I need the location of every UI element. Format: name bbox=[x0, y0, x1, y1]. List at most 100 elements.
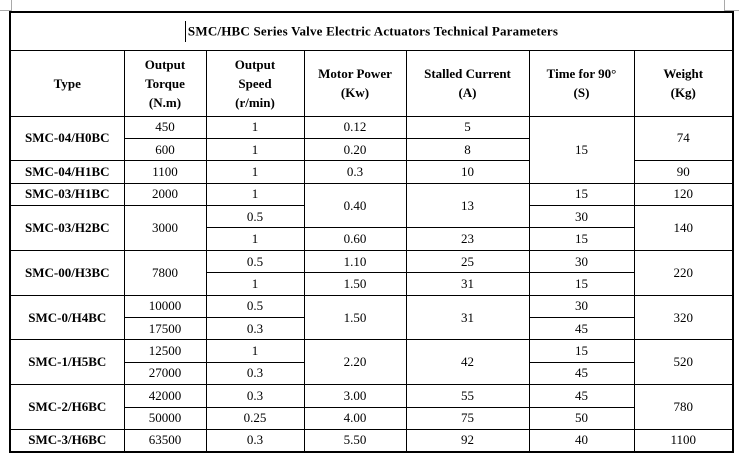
header-stalled-current: Stalled Current (A) bbox=[405, 49, 530, 117]
cell-weight: 120 bbox=[633, 182, 734, 207]
header-line: Torque bbox=[145, 75, 185, 91]
cell-output-torque: 450 bbox=[123, 115, 207, 139]
cell-time-for-90: 30 bbox=[528, 249, 635, 274]
cell-output-speed: 1 bbox=[205, 137, 305, 162]
text-boundary-corner-top-left bbox=[0, 0, 12, 11]
cell-stalled-current: 31 bbox=[405, 294, 530, 341]
header-line: (Kg) bbox=[670, 85, 696, 100]
table-row: 1 1.50 31 15 bbox=[10, 272, 733, 296]
cell-stalled-current: 55 bbox=[405, 384, 530, 408]
cell-type: SMC-3/H6BC bbox=[9, 428, 125, 453]
cell-motor-power: 0.20 bbox=[303, 137, 407, 162]
header-line: Type bbox=[53, 75, 81, 91]
table-row: SMC-1/H5BC 12500 1 2.20 42 15 520 bbox=[9, 339, 734, 386]
cell-output-torque: 3000 bbox=[123, 205, 207, 251]
cell-output-torque: 63500 bbox=[123, 428, 207, 453]
cell-output-speed: 0.25 bbox=[205, 406, 305, 430]
cell-time-for-90: 15 bbox=[528, 227, 635, 251]
cell-output-torque: 1100 bbox=[123, 160, 207, 184]
cell-type: SMC-04/H0BC bbox=[9, 115, 125, 162]
cell-output-torque: 10000 bbox=[123, 294, 207, 319]
cell-type: SMC-1/H5BC bbox=[9, 339, 125, 386]
text-boundary-corner-top-right bbox=[724, 0, 739, 11]
cell-output-speed: 0.3 bbox=[205, 317, 305, 341]
cell-type: SMC-03/H2BC bbox=[9, 205, 125, 251]
table-row: 27000 0.3 45 bbox=[10, 361, 733, 386]
cell-output-torque: 17500 bbox=[123, 317, 207, 341]
cell-output-speed: 0.5 bbox=[205, 294, 305, 319]
header-line: Weight bbox=[663, 66, 704, 81]
cell-motor-power: 0.40 bbox=[303, 182, 407, 229]
cell-stalled-current: 92 bbox=[405, 428, 530, 453]
cell-weight: 140 bbox=[633, 205, 734, 251]
cell-stalled-current: 31 bbox=[405, 272, 530, 296]
cell-time-for-90: 15 bbox=[528, 272, 635, 296]
cell-motor-power: 0.60 bbox=[303, 227, 407, 251]
cell-weight: 780 bbox=[633, 384, 734, 430]
cell-stalled-current: 23 bbox=[405, 227, 530, 251]
cell-stalled-current: 8 bbox=[405, 137, 530, 162]
cell-stalled-current: 42 bbox=[405, 339, 530, 386]
cell-stalled-current: 25 bbox=[405, 249, 530, 274]
header-output-speed: Output Speed (r/min) bbox=[205, 49, 305, 117]
cell-stalled-current: 13 bbox=[405, 182, 530, 229]
cell-time-for-90: 30 bbox=[528, 205, 635, 229]
header-line: Time for 90° bbox=[546, 66, 617, 81]
table-row: SMC-3/H6BC 63500 0.3 5.50 92 40 1100 bbox=[9, 428, 734, 453]
cell-weight: 220 bbox=[633, 249, 734, 296]
cell-time-for-90: 30 bbox=[528, 294, 635, 319]
header-line: Output bbox=[144, 56, 186, 72]
cell-type: SMC-03/H1BC bbox=[9, 182, 125, 207]
cell-output-torque: 12500 bbox=[123, 339, 207, 363]
header-line: (r/min) bbox=[235, 94, 275, 110]
table-row: SMC-04/H0BC 450 1 0.12 5 15 74 bbox=[9, 115, 734, 184]
cell-weight: 74 bbox=[633, 115, 734, 162]
header-line: (N.m) bbox=[148, 94, 182, 110]
table-title-row: SMC/HBC Series Valve Electric Actuators … bbox=[9, 11, 734, 51]
table-row: SMC-0/H4BC 10000 0.5 1.50 31 30 320 bbox=[9, 294, 734, 341]
cell-weight: 520 bbox=[633, 339, 734, 386]
table-row: SMC-00/H3BC 7800 0.5 1.10 25 30 220 bbox=[9, 249, 734, 296]
cell-type: SMC-0/H4BC bbox=[9, 294, 125, 341]
table-row: SMC-03/H1BC 2000 1 0.40 13 15 120 bbox=[9, 182, 734, 229]
cell-output-torque: 600 bbox=[123, 137, 207, 162]
cell-output-torque: 50000 bbox=[123, 406, 207, 430]
cell-stalled-current: 75 bbox=[405, 406, 530, 430]
cell-time-for-90: 45 bbox=[528, 384, 635, 408]
header-motor-power: Motor Power (Kw) bbox=[303, 49, 407, 117]
cell-weight: 90 bbox=[633, 160, 734, 184]
cell-weight: 320 bbox=[633, 294, 734, 341]
technical-parameters-table: SMC/HBC Series Valve Electric Actuators … bbox=[9, 11, 735, 453]
cell-weight: 1100 bbox=[633, 428, 734, 453]
cell-time-for-90: 15 bbox=[528, 339, 635, 363]
cell-output-speed: 0.3 bbox=[205, 361, 305, 386]
cell-output-speed: 1 bbox=[205, 115, 305, 139]
cell-type: SMC-2/H6BC bbox=[9, 384, 125, 430]
cell-output-torque: 27000 bbox=[123, 361, 207, 386]
cell-motor-power: 4.00 bbox=[303, 406, 407, 430]
table-title: SMC/HBC Series Valve Electric Actuators … bbox=[9, 11, 734, 51]
cell-output-speed: 1 bbox=[205, 160, 305, 184]
cell-type: SMC-00/H3BC bbox=[9, 249, 125, 296]
cell-time-for-90: 45 bbox=[528, 317, 635, 341]
header-output-torque: Output Torque (N.m) bbox=[123, 49, 207, 117]
table-row: 17500 0.3 45 bbox=[10, 317, 733, 341]
cell-type: SMC-04/H1BC bbox=[9, 160, 125, 184]
cell-time-for-90: 15 bbox=[528, 115, 635, 184]
cell-motor-power: 1.10 bbox=[303, 249, 407, 274]
cell-time-for-90: 45 bbox=[528, 361, 635, 386]
cell-motor-power: 0.3 bbox=[303, 160, 407, 184]
cell-output-speed: 1 bbox=[205, 227, 305, 251]
header-line: Stalled Current bbox=[424, 66, 511, 81]
text-cursor bbox=[184, 20, 186, 42]
table-title-text: SMC/HBC Series Valve Electric Actuators … bbox=[187, 23, 559, 39]
cell-stalled-current: 10 bbox=[405, 160, 530, 184]
cell-time-for-90: 40 bbox=[528, 428, 635, 453]
cell-motor-power: 3.00 bbox=[303, 384, 407, 408]
cell-output-speed: 1 bbox=[205, 272, 305, 296]
cell-output-speed: 0.5 bbox=[205, 249, 305, 274]
header-type: Type bbox=[9, 49, 125, 117]
header-line: Output bbox=[234, 56, 276, 72]
header-weight: Weight (Kg) bbox=[633, 49, 734, 117]
